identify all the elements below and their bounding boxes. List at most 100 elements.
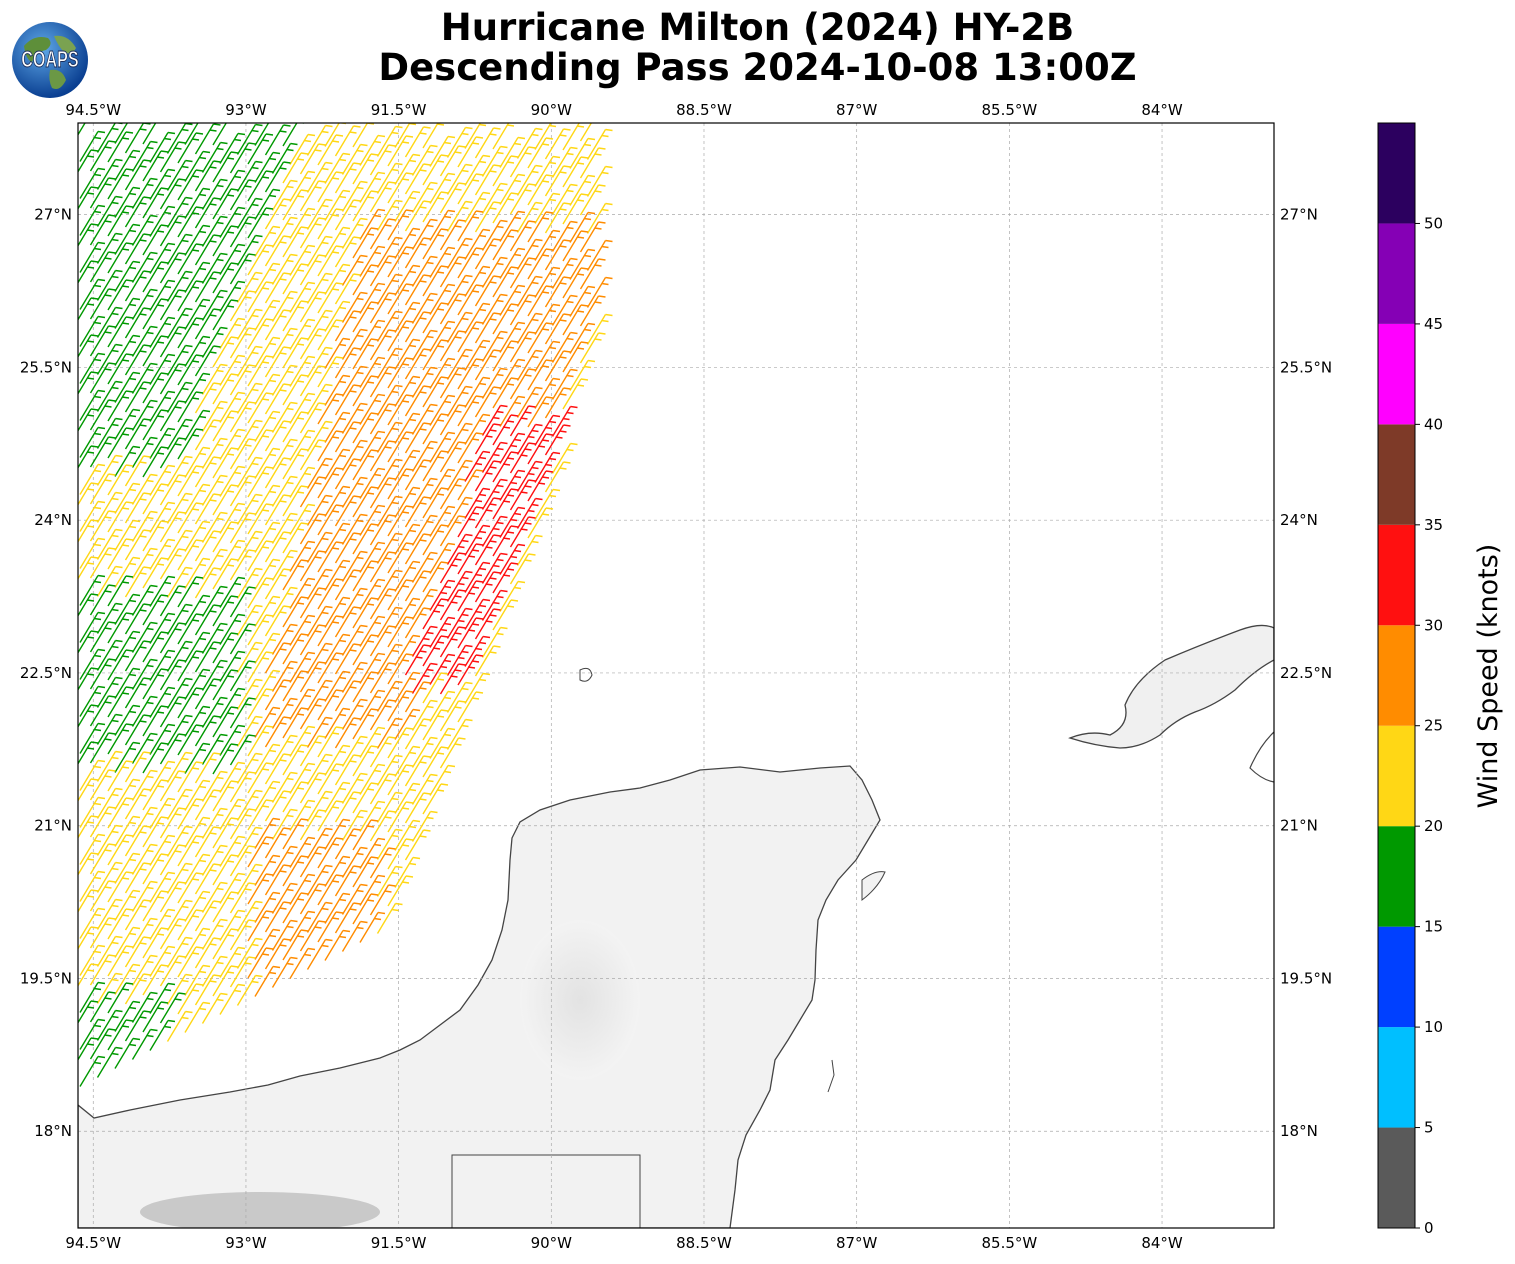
wind-barb <box>114 630 141 662</box>
wind-barb <box>334 828 361 860</box>
wind-barb <box>271 697 298 729</box>
wind-barb <box>352 264 379 296</box>
wind-barb <box>446 570 473 602</box>
wind-barb <box>324 337 351 369</box>
wind-barb <box>457 247 484 279</box>
colorbar-bin <box>1378 1027 1415 1128</box>
lon-tick-label-bottom: 91.5°W <box>371 1234 427 1252</box>
wind-barb <box>194 456 221 488</box>
wind-barb <box>282 855 309 887</box>
wind-barb <box>534 155 561 187</box>
wind-barb <box>359 689 386 721</box>
wind-barb <box>194 493 221 525</box>
wind-barb <box>359 541 386 573</box>
wind-barb <box>464 339 491 371</box>
wind-barb <box>271 179 298 211</box>
wind-barb <box>78 297 99 322</box>
wind-barb <box>359 726 386 758</box>
wind-barb <box>96 713 123 745</box>
wind-barb <box>376 865 403 897</box>
wind-barb <box>219 539 246 571</box>
wind-barb <box>212 854 239 886</box>
wind-barb <box>341 180 368 212</box>
wind-barb <box>247 577 274 609</box>
wind-barb <box>341 328 368 360</box>
wind-barb <box>79 759 106 791</box>
wind-barb <box>114 260 141 292</box>
wind-barb <box>439 182 466 214</box>
wind-barb <box>219 576 246 608</box>
wind-barb <box>306 716 333 748</box>
wind-barb <box>289 947 316 979</box>
wind-barb <box>492 599 519 631</box>
wind-barb <box>289 355 316 387</box>
wind-barb <box>194 382 221 414</box>
wind-barb <box>166 196 193 228</box>
wind-barb <box>422 524 449 556</box>
wind-barb <box>264 901 291 933</box>
wind-barb <box>334 902 361 934</box>
wind-barb <box>142 705 169 737</box>
wind-barb <box>149 871 176 903</box>
wind-barb <box>219 613 246 645</box>
wind-barb <box>544 387 571 419</box>
wind-barb <box>254 123 276 146</box>
wind-barb <box>387 764 414 796</box>
wind-barb <box>177 613 204 645</box>
wind-barb <box>149 168 176 200</box>
wind-barb <box>219 798 246 830</box>
wind-barb <box>166 270 193 302</box>
wind-barb <box>247 836 274 868</box>
wind-barb <box>142 446 169 478</box>
wind-barb <box>271 660 298 692</box>
wind-barb <box>149 279 176 311</box>
wind-barb <box>376 495 403 527</box>
wind-barb <box>499 395 526 427</box>
wind-barb <box>131 473 158 505</box>
wind-barb <box>247 910 274 942</box>
wind-barb <box>271 771 298 803</box>
wind-barb <box>219 835 246 867</box>
wind-barb <box>446 348 473 380</box>
wind-barb <box>236 715 263 747</box>
wind-barb <box>352 301 379 333</box>
wind-barb <box>149 686 176 718</box>
wind-barb <box>78 123 86 137</box>
wind-barb <box>429 579 456 611</box>
wind-barb <box>509 442 536 474</box>
wind-barb <box>96 676 123 708</box>
wind-barb <box>184 372 211 404</box>
wind-barb <box>457 321 484 353</box>
wind-barb <box>516 460 543 492</box>
wind-barb <box>586 276 613 308</box>
wind-barb <box>551 220 578 252</box>
wind-barb <box>229 438 256 470</box>
wind-barb <box>352 893 379 925</box>
wind-barb <box>317 800 344 832</box>
wind-barb <box>586 202 613 234</box>
wind-barb <box>212 965 239 997</box>
wind-barb <box>352 856 379 888</box>
wind-barb <box>142 557 169 589</box>
wind-barb <box>236 826 263 858</box>
wind-barb <box>177 243 204 275</box>
wind-barb <box>89 732 116 764</box>
wind-barb <box>124 714 151 746</box>
wind-barb <box>78 889 99 914</box>
wind-barb <box>78 186 99 211</box>
wind-barb <box>271 586 298 618</box>
lon-tick-label-bottom: 85.5°W <box>981 1234 1037 1252</box>
wind-barb <box>142 631 169 663</box>
wind-barb <box>387 320 414 352</box>
wind-barb <box>516 275 543 307</box>
wind-barb <box>352 782 379 814</box>
wind-barb <box>369 847 396 879</box>
wind-barb <box>236 567 263 599</box>
wind-barb <box>464 154 491 186</box>
wind-barb <box>177 687 204 719</box>
wind-barb <box>474 497 501 529</box>
wind-barb <box>107 908 134 940</box>
wind-barb <box>96 639 123 671</box>
wind-barb <box>387 838 414 870</box>
colorbar-tick-label: 0 <box>1424 1219 1434 1237</box>
